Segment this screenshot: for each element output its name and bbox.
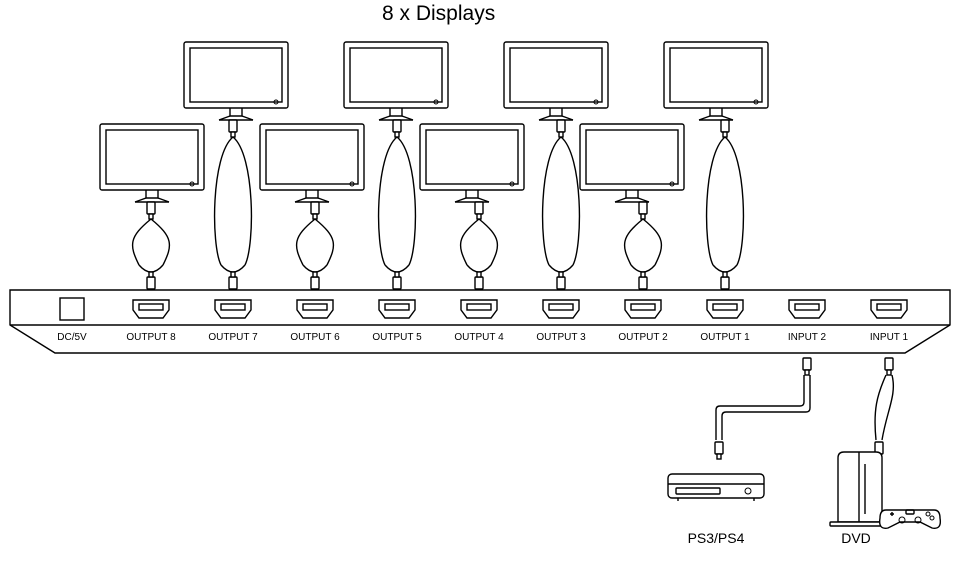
port-label-output-1: OUTPUT 1 [685, 332, 765, 343]
port-label-output-6: OUTPUT 6 [275, 332, 355, 343]
port-label-input-2: INPUT 2 [767, 332, 847, 343]
port-label-output-4: OUTPUT 4 [439, 332, 519, 343]
port-label-output-5: OUTPUT 5 [357, 332, 437, 343]
port-label-output-7: OUTPUT 7 [193, 332, 273, 343]
port-label-output-8: OUTPUT 8 [111, 332, 191, 343]
diagram-svg [0, 0, 960, 572]
diagram-stage: 8 x Displays DC/5VOUTPUT 8OUTPUT 7OUTPUT… [0, 0, 960, 572]
diagram-title: 8 x Displays [382, 2, 495, 26]
port-label-output-2: OUTPUT 2 [603, 332, 683, 343]
device-label-ps3ps4: PS3/PS4 [683, 530, 749, 546]
port-label-dc-5v: DC/5V [32, 332, 112, 343]
port-label-input-1: INPUT 1 [849, 332, 929, 343]
port-label-output-3: OUTPUT 3 [521, 332, 601, 343]
device-label-dvd: DVD [826, 530, 886, 546]
